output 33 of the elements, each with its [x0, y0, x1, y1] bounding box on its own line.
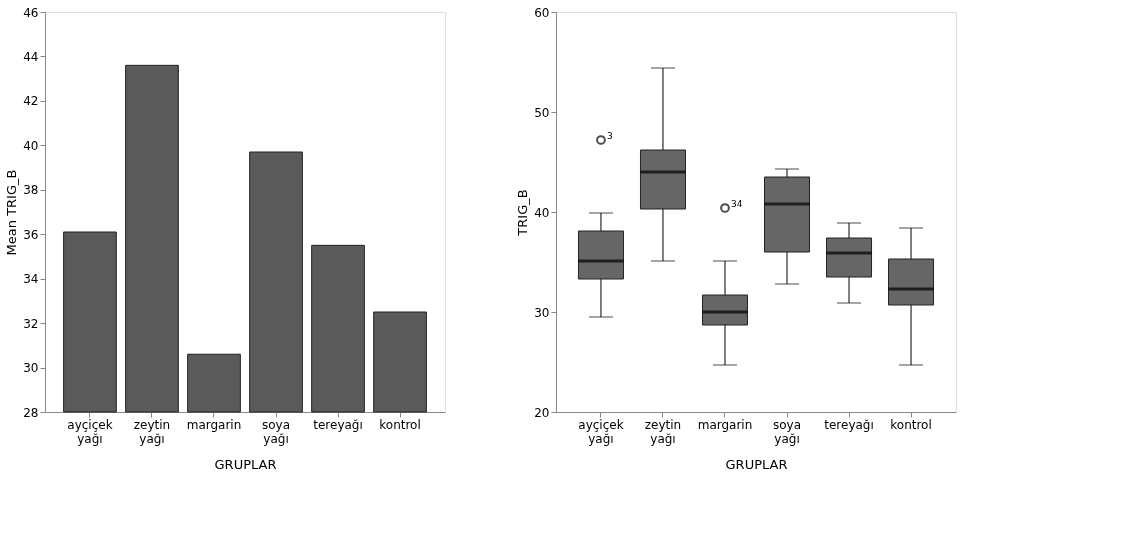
x-axis-title: GRUPLAR [725, 456, 788, 472]
annotation: 3 [606, 131, 613, 141]
y-tick-label: 46 [23, 5, 39, 20]
y-tick-label: 40 [534, 205, 550, 220]
y-tick-label: 32 [23, 316, 39, 331]
annotation: 34 [730, 199, 743, 209]
x-tick-label: tereyağı [313, 417, 363, 432]
x-tick-label: ayçiçek yağı [578, 417, 624, 446]
x-tick-label: ayçiçek yağı [67, 417, 113, 446]
x-tick-label: margarin [186, 417, 242, 432]
y-tick-label: 20 [534, 405, 550, 420]
x-axis-title: GRUPLAR [214, 456, 277, 472]
y-tick-label: 60 [534, 5, 550, 20]
x-tick-label: kontrol [379, 417, 421, 432]
y-axis-title: TRIG_B [515, 189, 531, 237]
x-tick-label: tereyağı [824, 417, 874, 432]
x-tick-label: soya yağı [772, 417, 802, 446]
y-tick-label: 38 [23, 183, 39, 198]
x-tick-label: margarin [697, 417, 753, 432]
y-axis-title: Mean TRIG_B [4, 169, 20, 256]
y-tick-label: 30 [23, 361, 39, 376]
y-tick-label: 34 [23, 272, 39, 287]
y-tick-label: 28 [23, 405, 39, 420]
y-tick-label: 30 [534, 305, 550, 320]
x-tick-label: zeytin yağı [644, 417, 682, 446]
y-tick-label: 36 [23, 227, 39, 242]
y-tick-label: 40 [23, 138, 39, 153]
x-tick-label: zeytin yağı [133, 417, 171, 446]
y-tick-label: 42 [23, 94, 39, 109]
x-tick-label: kontrol [890, 417, 932, 432]
x-tick-label: soya yağı [261, 417, 291, 446]
y-tick-label: 44 [23, 49, 39, 64]
y-tick-label: 50 [534, 105, 550, 120]
